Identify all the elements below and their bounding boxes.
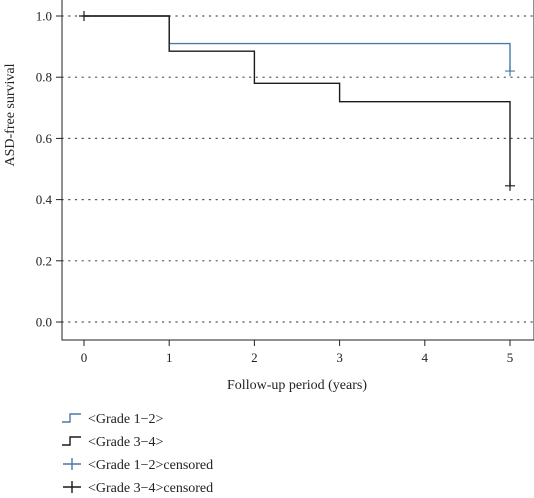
legend-1-label: <Grade 1−2> [88, 412, 163, 427]
series-line-grade-3-4 [84, 15, 511, 186]
censor-mark-grade-3-4 [79, 11, 89, 21]
y-tick-label: 0.2 [36, 253, 52, 268]
legend-4-label: <Grade 3−4>censored [88, 481, 213, 496]
censor-marks [79, 11, 515, 191]
series-lines [84, 15, 511, 186]
legend-2-step-swatch [62, 436, 81, 446]
x-tick-label: 0 [81, 350, 88, 365]
y-tick-label: 0.8 [36, 70, 52, 85]
y-tick-label: 0.4 [36, 192, 53, 207]
axis-ticks: 0.0 0.2 0.4 0.6 0.8 1.0 0 1 2 3 4 5 [36, 9, 514, 366]
legend-3-plus-swatch [63, 458, 81, 470]
legend-2-label: <Grade 3−4> [88, 435, 163, 450]
legend-1-step-swatch [62, 413, 81, 423]
legend-4-plus-swatch [63, 481, 81, 493]
x-tick-label: 3 [336, 350, 343, 365]
y-tick-label: 0.0 [36, 315, 52, 330]
x-tick-label: 2 [251, 350, 258, 365]
y-tick-label: 1.0 [36, 9, 52, 24]
x-tick-label: 1 [166, 350, 173, 365]
x-tick-label: 4 [422, 350, 429, 365]
legend-3-label: <Grade 1−2>censored [88, 458, 213, 473]
gridlines [61, 15, 534, 323]
censor-mark-grade-3-4 [505, 180, 515, 191]
x-tick-label: 5 [507, 350, 514, 365]
censor-mark-grade-1-2 [505, 66, 515, 77]
x-axis-title: Follow-up period (years) [227, 378, 367, 393]
y-axis-title: ASD-free survival [3, 63, 18, 166]
y-tick-label: 0.6 [36, 131, 53, 146]
plot-frame [61, 0, 534, 341]
legend: <Grade 1−2> <Grade 3−4> <Grade 1−2>censore… [62, 412, 213, 496]
series-line-grade-1-2 [84, 15, 511, 72]
